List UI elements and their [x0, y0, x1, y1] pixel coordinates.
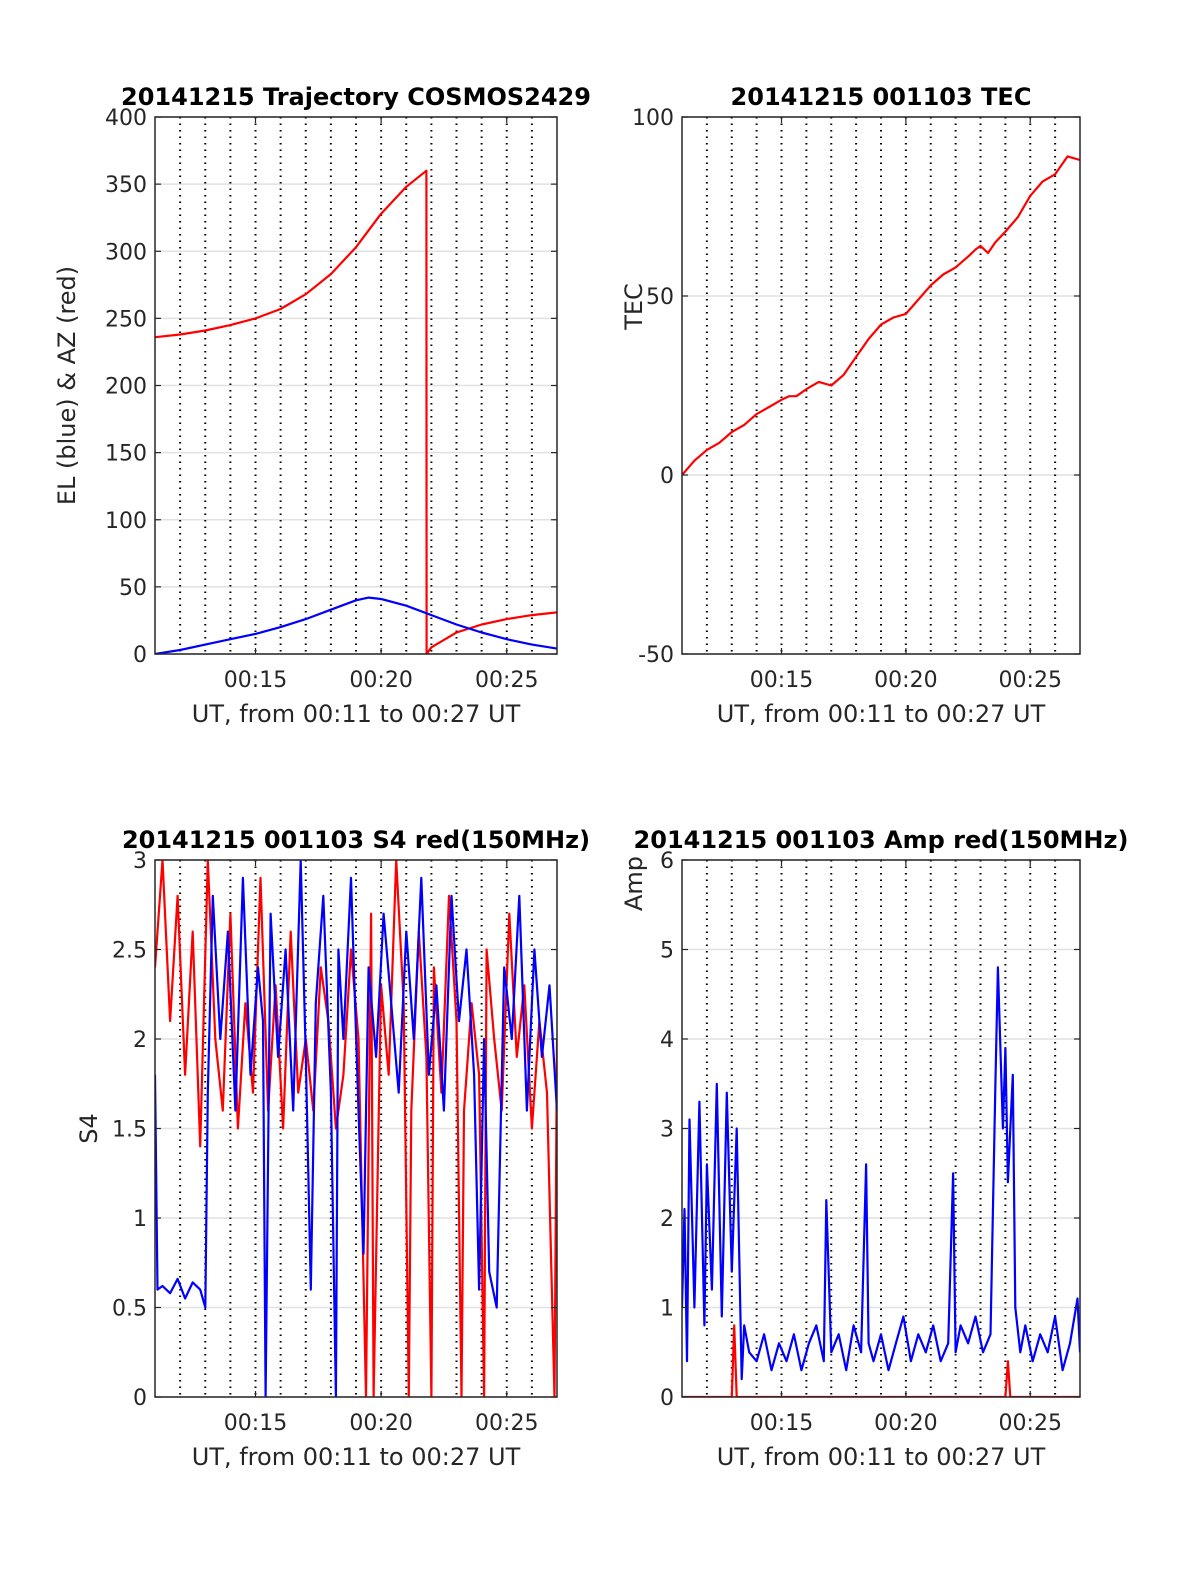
axes-box [681, 116, 1081, 655]
y-tick-label: 0 [133, 1386, 147, 1411]
chart-panel-4: 0 1 2 3 4 5 6 00:15 00:20 00:25 20141215 001103 Am… [620, 826, 1128, 1471]
y-tick-label: 300 [105, 240, 147, 265]
y-tick-label: 350 [105, 173, 147, 198]
x-tick-label: 00:20 [874, 1411, 937, 1436]
series-line-1 [682, 1324, 1080, 1397]
y-tick-label: 2 [133, 1028, 147, 1053]
series-line-1 [155, 169, 557, 654]
x-tick-label: 00:25 [999, 1411, 1062, 1436]
y-axis-label: Amp [620, 856, 648, 911]
x-tick-label: 00:20 [349, 1411, 412, 1436]
y-axis-label: EL (blue) & AZ (red) [53, 266, 81, 505]
y-tick-label: 3 [133, 849, 147, 874]
y-tick-label: 4 [660, 1028, 674, 1053]
x-tick-label: 00:25 [475, 1411, 538, 1436]
x-tick-label: 00:15 [224, 668, 287, 693]
y-tick-label: 2.5 [112, 939, 147, 964]
x-axis-label: UT, from 00:11 to 00:27 UT [192, 700, 521, 728]
y-tick-label: 5 [660, 939, 674, 964]
y-tick-label: 200 [105, 375, 147, 400]
x-tick-label: 00:15 [750, 1411, 813, 1436]
series-line-2 [682, 966, 1080, 1381]
y-tick-label: 1.5 [112, 1118, 147, 1143]
x-tick-label: 00:15 [224, 1411, 287, 1436]
y-tick-label: 400 [105, 106, 147, 131]
y-tick-label: 250 [105, 307, 147, 332]
x-tick-label: 00:25 [475, 668, 538, 693]
x-tick-label: 00:25 [999, 668, 1062, 693]
y-tick-label: 100 [105, 509, 147, 534]
x-tick-label: 00:20 [349, 668, 412, 693]
y-tick-label: 1 [133, 1207, 147, 1232]
y-tick-label: 50 [119, 576, 147, 601]
chart-panel-3: 0 0.5 1 1.5 2 2.5 3 00:15 00:20 00:25 20141215 001… [75, 826, 590, 1471]
chart-title: 20141215 001103 TEC [731, 83, 1032, 111]
x-tick-label: 00:20 [874, 668, 937, 693]
x-axis-label: UT, from 00:11 to 00:27 UT [192, 1443, 521, 1471]
y-tick-label: 100 [632, 106, 674, 131]
x-tick-label: 00:15 [750, 668, 813, 693]
y-tick-label: 2 [660, 1207, 674, 1232]
chart-panel-1: 0 50 100 150 200 250 300 350 400 00:15 00:20 00:25 2… [53, 83, 591, 728]
chart-title: 20141215 001103 Amp red(150MHz) [634, 826, 1129, 854]
y-tick-label: 50 [646, 285, 674, 310]
x-axis-label: UT, from 00:11 to 00:27 UT [717, 700, 1046, 728]
y-tick-label: 6 [660, 849, 674, 874]
chart-panel-2: -50 0 50 100 00:15 00:20 00:25 20141215 001103 … [620, 83, 1081, 728]
y-tick-label: 0.5 [112, 1297, 147, 1322]
chart-title: 20141215 001103 S4 red(150MHz) [122, 826, 590, 854]
y-tick-label: 0 [660, 464, 674, 489]
y-axis-label: TEC [620, 283, 648, 331]
y-tick-label: 1 [660, 1297, 674, 1322]
series-line-1 [682, 155, 1080, 476]
series-line-2 [155, 860, 557, 1397]
y-tick-label: 0 [660, 1386, 674, 1411]
y-tick-label: 150 [105, 442, 147, 467]
y-tick-label: 3 [660, 1118, 674, 1143]
y-tick-label: 0 [133, 643, 147, 668]
chart-title: 20141215 Trajectory COSMOS2429 [121, 83, 591, 111]
series-line-2 [155, 596, 557, 654]
y-axis-label: S4 [75, 1113, 103, 1144]
x-axis-label: UT, from 00:11 to 00:27 UT [717, 1443, 1046, 1471]
y-tick-label: -50 [638, 643, 674, 668]
